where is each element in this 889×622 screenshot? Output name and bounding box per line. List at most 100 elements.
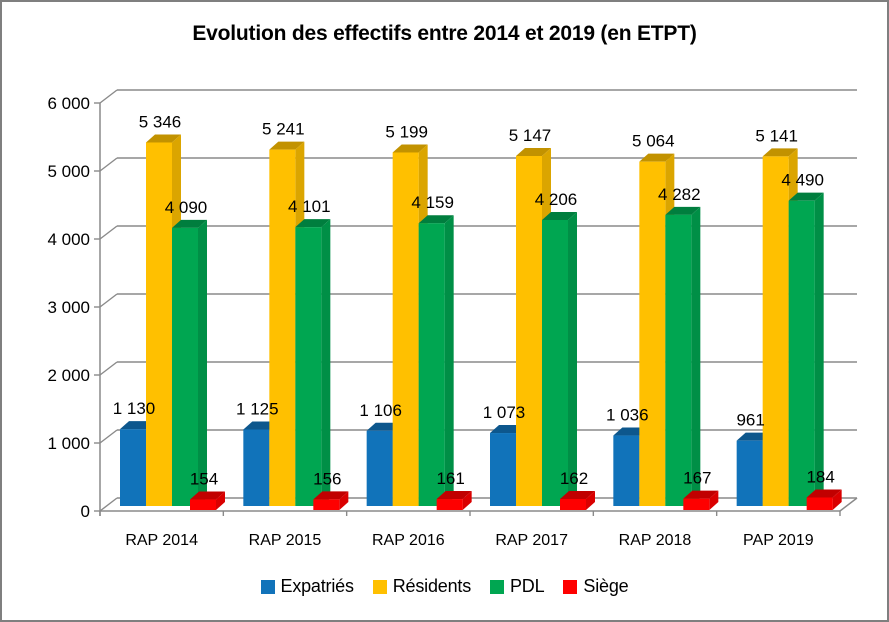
bar — [172, 219, 207, 506]
floor-right-edge — [839, 497, 858, 512]
bar — [806, 489, 842, 510]
bar-front-face — [269, 149, 296, 506]
bar-top-face — [560, 490, 595, 499]
chart-legend: Expatriés Résidents PDL Siège — [2, 576, 887, 597]
bar-side-face — [339, 491, 349, 510]
y-tick-label: 6 000 — [47, 94, 90, 113]
bar-front-face — [613, 435, 640, 506]
bar-side-face — [709, 490, 719, 510]
bar-side-face — [216, 491, 225, 510]
depth-connector — [99, 89, 118, 104]
legend-label: Expatriés — [280, 576, 354, 596]
bar-front-face — [788, 200, 815, 506]
bar — [313, 491, 349, 510]
category-labels: RAP 2014 RAP 2015 RAP 2016 RAP 2017 RAP 2018… — [125, 532, 813, 549]
bar-side-face — [444, 215, 454, 507]
y-tick-label: 1 000 — [47, 434, 90, 453]
data-label: 5 199 — [385, 122, 428, 141]
bar-top-face — [762, 148, 798, 157]
legend-item-r-sidents: Résidents — [372, 576, 471, 597]
data-label: 162 — [560, 469, 588, 488]
data-labels: 1 130 5 346 4 090 154 1 125 5 241 4 101 156 1 10… — [113, 112, 835, 488]
bar-front-face — [172, 227, 198, 506]
data-label: 161 — [436, 469, 464, 488]
bar-front-face — [806, 497, 833, 510]
bar-top-face — [665, 206, 701, 215]
data-label: 4 282 — [658, 185, 701, 204]
data-label: 1 073 — [483, 403, 526, 422]
bar-front-face — [392, 152, 419, 506]
data-label: 5 241 — [262, 120, 305, 139]
depth-connector — [99, 361, 118, 376]
bar-top-face — [392, 144, 428, 153]
bar — [295, 219, 331, 506]
data-label: 1 130 — [113, 399, 156, 418]
bar-top-face — [313, 491, 349, 500]
bar — [418, 215, 454, 507]
legend-item-si-ge: Siège — [563, 576, 629, 597]
bar-front-face — [190, 499, 216, 510]
bar — [190, 491, 225, 510]
bar-side-face — [832, 489, 842, 510]
category-label: PAP 2019 — [743, 532, 814, 549]
bar-side-face — [586, 490, 595, 510]
legend-swatch — [563, 579, 578, 594]
bar-top-face — [269, 141, 305, 150]
legend-item-pdl: PDL — [490, 576, 545, 597]
bar-side-face — [198, 219, 207, 506]
data-label: 1 106 — [359, 401, 402, 420]
bar — [665, 206, 701, 506]
bar-top-face — [418, 215, 454, 224]
bar-front-face — [665, 214, 692, 506]
bar-top-face — [146, 134, 181, 143]
y-tick-label: 3 000 — [47, 298, 90, 317]
data-label: 5 346 — [139, 112, 182, 131]
bar-front-face — [243, 429, 270, 506]
category-label: RAP 2016 — [372, 532, 445, 549]
data-label: 156 — [313, 469, 341, 488]
bar-front-face — [762, 156, 789, 507]
y-tick-label: 4 000 — [47, 230, 90, 249]
data-label: 961 — [736, 411, 764, 430]
bar-top-face — [190, 491, 225, 500]
legend-label: Résidents — [392, 576, 471, 596]
depth-connector — [99, 429, 118, 444]
bar-front-face — [490, 433, 516, 506]
bar-top-face — [295, 219, 331, 228]
bar-front-face — [418, 223, 445, 507]
data-label: 5 147 — [509, 126, 552, 145]
bar-front-face — [146, 142, 172, 507]
bar-top-face — [542, 211, 577, 220]
data-label: 1 036 — [606, 406, 649, 425]
bar-top-face — [639, 153, 675, 162]
category-axis — [99, 497, 858, 516]
value-axis: 0 1 000 2 000 3 000 4 000 5 000 6 000 — [47, 94, 101, 521]
depth-connector — [99, 225, 118, 240]
legend-swatch — [260, 579, 275, 594]
legend-swatch — [490, 579, 504, 594]
bar-top-face — [788, 192, 824, 201]
bar-front-face — [313, 499, 340, 510]
y-tick-label: 5 000 — [47, 162, 90, 181]
depth-connector — [99, 293, 118, 308]
bar-top-face — [436, 491, 472, 500]
bar — [683, 490, 719, 510]
bar — [788, 192, 824, 506]
bar-top-face — [172, 219, 207, 228]
legend-label: PDL — [510, 576, 545, 596]
y-tick-label: 2 000 — [47, 366, 90, 385]
bar-side-face — [462, 491, 472, 510]
bar-front-face — [736, 440, 763, 506]
data-label: 4 101 — [288, 197, 331, 216]
y-tick-label: 0 — [81, 502, 90, 521]
bar-front-face — [295, 227, 322, 506]
bar-front-face — [683, 498, 710, 510]
bar-side-face — [814, 192, 824, 506]
data-label: 4 206 — [535, 190, 578, 209]
bar — [560, 490, 595, 510]
legend-label: Siège — [583, 576, 629, 596]
bar-side-face — [321, 219, 331, 506]
bar-top-face — [516, 148, 551, 157]
